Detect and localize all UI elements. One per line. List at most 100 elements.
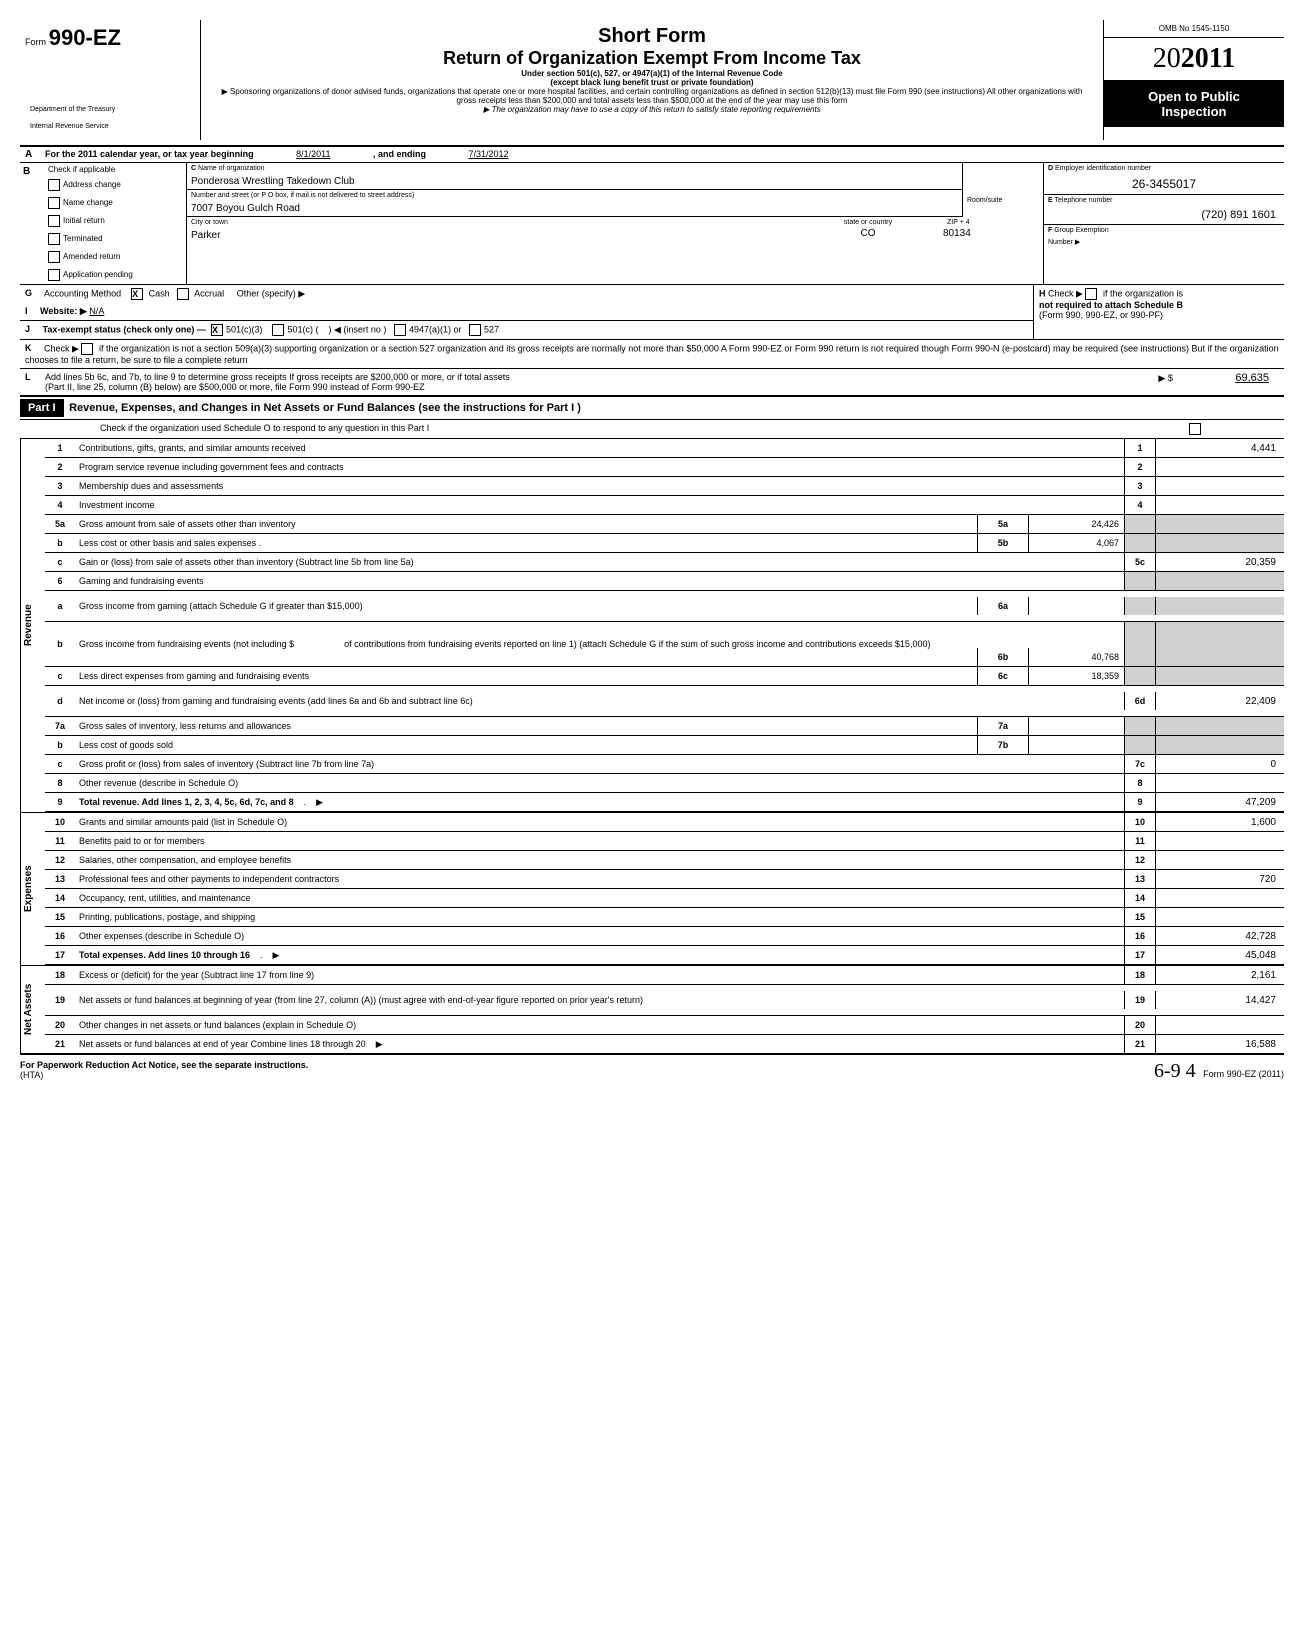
line21-text: Net assets or fund balances at end of ye… <box>75 1037 1124 1052</box>
open-public: Open to Public Inspection <box>1104 81 1284 127</box>
initial-return-checkbox[interactable] <box>48 215 60 227</box>
org-name: Ponderosa Wrestling Takedown Club <box>187 174 962 190</box>
short-form-title: Short Form <box>216 25 1088 48</box>
4947-checkbox[interactable] <box>394 324 406 336</box>
dept-text: Department of the Treasury <box>25 101 195 118</box>
revenue-label: Revenue <box>20 439 45 812</box>
line7a-text: Gross sales of inventory, less returns a… <box>75 719 977 733</box>
handwritten-note: 6-9 4 <box>1154 1060 1196 1082</box>
zip: 80134 <box>943 228 1043 239</box>
line13-amount: 720 <box>1156 870 1284 888</box>
501c3-checkbox[interactable] <box>211 324 223 336</box>
h-block: H Check ▶ if the organization is not req… <box>1033 285 1284 339</box>
check-applicable-col: Check if applicable Address change Name … <box>46 163 187 284</box>
pending-checkbox[interactable] <box>48 269 60 281</box>
line11-text: Benefits paid to or for members <box>75 834 1124 848</box>
ein: 26-3455017 <box>1044 174 1284 195</box>
h-checkbox[interactable] <box>1085 288 1097 300</box>
line8-text: Other revenue (describe in Schedule O) <box>75 776 1124 790</box>
footer: For Paperwork Reduction Act Notice, see … <box>20 1055 1284 1083</box>
line5a-val: 24,426 <box>1029 515 1124 533</box>
line18-text: Excess or (deficit) for the year (Subtra… <box>75 968 1124 982</box>
check-label: Check if applicable <box>46 163 186 176</box>
line6-text: Gaming and fundraising events <box>75 574 1124 588</box>
amended-checkbox[interactable] <box>48 251 60 263</box>
expenses-section: Expenses 10Grants and similar amounts pa… <box>20 812 1284 965</box>
line15-text: Printing, publications, postage, and shi… <box>75 910 1124 924</box>
line8-amount <box>1156 774 1284 792</box>
expenses-label: Expenses <box>20 813 45 965</box>
period-row: A For the 2011 calendar year, or tax yea… <box>20 147 1284 163</box>
line6c-val: 18,359 <box>1029 667 1124 685</box>
line10-text: Grants and similar amounts paid (list in… <box>75 815 1124 829</box>
right-info-col: D Employer identification number 26-3455… <box>1043 163 1284 284</box>
netassets-section: Net Assets 18Excess or (deficit) for the… <box>20 965 1284 1055</box>
line12-amount <box>1156 851 1284 869</box>
row-g: G Accounting Method Cash Accrual Other (… <box>20 285 1033 303</box>
paperwork-notice: For Paperwork Reduction Act Notice, see … <box>20 1060 308 1070</box>
phone: (720) 891 1601 <box>1044 206 1284 225</box>
line17-amount: 45,048 <box>1156 946 1284 964</box>
year-box: 202011 <box>1104 38 1284 81</box>
501c-checkbox[interactable] <box>272 324 284 336</box>
line7a-val <box>1029 717 1124 735</box>
k-checkbox[interactable] <box>81 343 93 355</box>
row-i: I Website: ▶ N/A <box>20 303 1033 320</box>
subtitle2: (except black lung benefit trust or priv… <box>216 78 1088 87</box>
schedule-o-checkbox[interactable] <box>1189 423 1201 435</box>
line20-amount <box>1156 1016 1284 1034</box>
line18-amount: 2,161 <box>1156 966 1284 984</box>
line19-amount: 14,427 <box>1156 991 1284 1009</box>
subtitle1: Under section 501(c), 527, or 4947(a)(1)… <box>216 69 1088 78</box>
right-header: OMB No 1545-1150 202011 Open to Public I… <box>1103 20 1284 140</box>
line3-amount <box>1156 477 1284 495</box>
line20-text: Other changes in net assets or fund bala… <box>75 1018 1124 1032</box>
line19-text: Net assets or fund balances at beginning… <box>75 993 1124 1007</box>
addr-change-checkbox[interactable] <box>48 179 60 191</box>
form-prefix: Form 990-EZ <box>25 25 195 51</box>
state-text: ▶ The organization may have to use a cop… <box>216 105 1088 114</box>
city: Parker <box>187 228 793 243</box>
part1-header: Part I <box>20 399 64 417</box>
line2-amount <box>1156 458 1284 476</box>
row-j: J Tax-exempt status (check only one) — 5… <box>20 320 1033 339</box>
accrual-checkbox[interactable] <box>177 288 189 300</box>
line5b-text: Less cost or other basis and sales expen… <box>75 536 977 550</box>
label-a: A <box>20 149 45 160</box>
period-end: 7/31/2012 <box>429 149 549 159</box>
cash-checkbox[interactable] <box>131 288 143 300</box>
section-k: K Check ▶ if the organization is not a s… <box>20 340 1284 369</box>
line14-amount <box>1156 889 1284 907</box>
527-checkbox[interactable] <box>469 324 481 336</box>
line5c-amount: 20,359 <box>1156 553 1284 571</box>
line6b-text: Gross income from fundraising events (no… <box>75 637 977 651</box>
period-begin: 8/1/2011 <box>256 149 370 159</box>
line11-amount <box>1156 832 1284 850</box>
line6d-text: Net income or (loss) from gaming and fun… <box>75 694 1124 708</box>
line6a-text: Gross income from gaming (attach Schedul… <box>75 599 977 613</box>
revenue-section: Revenue 1Contributions, gifts, grants, a… <box>20 439 1284 812</box>
label-b: B <box>20 163 46 284</box>
part1-check-row: Check if the organization used Schedule … <box>20 420 1284 439</box>
form-header: Form 990-EZ Department of the Treasury I… <box>20 20 1284 147</box>
street: 7007 Boyou Gulch Road <box>187 201 962 217</box>
line6a-val <box>1029 597 1124 615</box>
state: CO <box>793 228 943 239</box>
line16-amount: 42,728 <box>1156 927 1284 945</box>
section-l: L Add lines 5b 6c, and 7b, to line 9 to … <box>20 369 1284 397</box>
line3-text: Membership dues and assessments <box>75 479 1124 493</box>
website: N/A <box>89 306 104 316</box>
name-change-checkbox[interactable] <box>48 197 60 209</box>
line1-text: Contributions, gifts, grants, and simila… <box>75 441 1124 455</box>
terminated-checkbox[interactable] <box>48 233 60 245</box>
line7b-text: Less cost of goods sold <box>75 738 977 752</box>
line4-amount <box>1156 496 1284 514</box>
line21-amount: 16,588 <box>1156 1035 1284 1053</box>
line9-text: Total revenue. Add lines 1, 2, 3, 4, 5c,… <box>75 795 1124 810</box>
gross-receipts: 69,635 <box>1175 372 1269 384</box>
ghij-block: G Accounting Method Cash Accrual Other (… <box>20 285 1284 340</box>
line7c-amount: 0 <box>1156 755 1284 773</box>
part1-title: Revenue, Expenses, and Changes in Net As… <box>69 402 581 414</box>
period-text: For the 2011 calendar year, or tax year … <box>45 149 1284 160</box>
line16-text: Other expenses (describe in Schedule O) <box>75 929 1124 943</box>
